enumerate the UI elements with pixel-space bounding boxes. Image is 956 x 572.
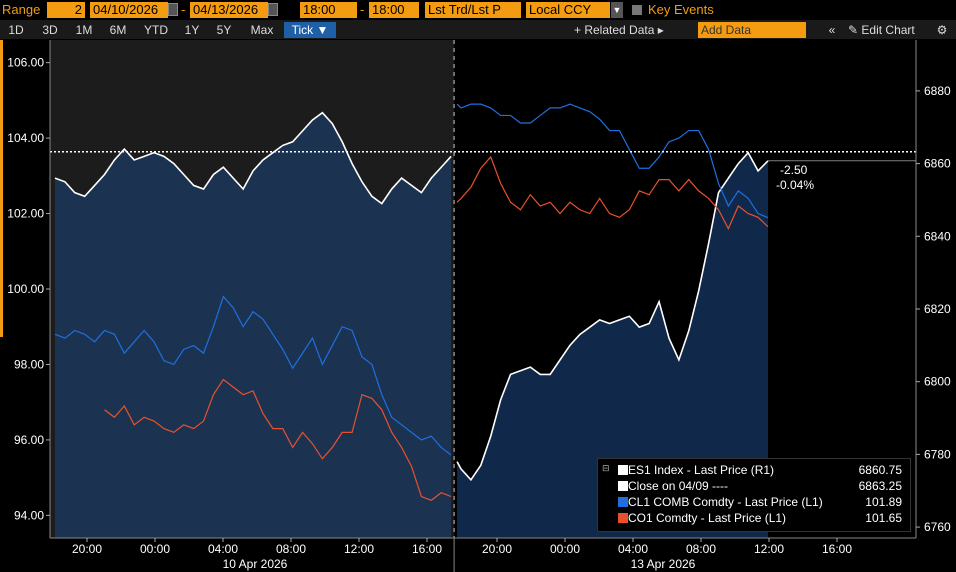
right-tick-label: 6880 xyxy=(924,84,951,98)
x-tick-label: 12:00 xyxy=(754,542,784,556)
track-tool-button[interactable]: ✛ Track xyxy=(337,40,399,57)
series-line-co1 xyxy=(104,378,452,501)
series-line-es1 xyxy=(456,151,769,482)
legend-value-cl1: 101.89 xyxy=(865,495,902,509)
legend-collapse-icon[interactable]: ⊟ xyxy=(602,463,610,473)
legend-label-es1: ES1 Index - Last Price (R1) xyxy=(628,463,775,477)
legend-row-cl1[interactable]: CL1 COMB Comdty - Last Price (L1) 101.89 xyxy=(606,494,906,510)
date-from-field[interactable]: 04/10/2026 xyxy=(90,2,168,18)
change-abs-label: -2.50 xyxy=(780,163,808,177)
legend-row-co1[interactable]: CO1 Comdty - Last Price (L1) 101.65 xyxy=(606,510,906,526)
chart-legend: ES1 Index - Last Price (R1) 6860.75 Clos… xyxy=(597,458,911,532)
legend-value-es1: 6860.75 xyxy=(858,463,902,477)
date-to-field[interactable]: 04/13/2026 xyxy=(190,2,268,18)
zoom-label: Zoom xyxy=(558,41,589,55)
legend-label-co1: CO1 Comdty - Last Price (L1) xyxy=(628,511,787,525)
legend-row-close[interactable]: Close on 04/09 ---- 6863.25 xyxy=(606,478,906,494)
date-separator: - xyxy=(181,2,186,17)
legend-value-co1: 101.65 xyxy=(865,511,902,525)
right-tick-label: 6820 xyxy=(924,302,951,316)
x-tick-label: 16:00 xyxy=(412,542,442,556)
left-tick-label: 106.00 xyxy=(7,56,44,70)
x-tick-label: 20:00 xyxy=(72,542,102,556)
left-axis-indicator xyxy=(0,40,3,337)
add-data-input[interactable]: Add Data xyxy=(698,22,806,38)
track-label: Track xyxy=(354,41,384,55)
period-button-1d[interactable]: 1D xyxy=(8,23,24,37)
period-button-tick[interactable]: Tick ▼ xyxy=(284,22,336,38)
period-tick-label: Tick xyxy=(291,23,314,37)
left-tick-label: 102.00 xyxy=(7,207,44,221)
right-tick-label: 6840 xyxy=(924,229,951,243)
x-date-label: 13 Apr 2026 xyxy=(631,557,696,571)
key-events-checkbox[interactable] xyxy=(632,5,642,15)
right-tick-label: 6800 xyxy=(924,375,951,389)
series-line-cl1 xyxy=(456,103,769,219)
legend-swatch-cl1 xyxy=(618,497,628,507)
period-button-5y[interactable]: 5Y xyxy=(216,23,232,37)
series-line-co1 xyxy=(456,155,769,231)
left-tick-label: 100.00 xyxy=(7,282,44,296)
period-button-3d[interactable]: 3D xyxy=(42,23,58,37)
x-tick-label: 20:00 xyxy=(482,542,512,556)
legend-swatch-co1 xyxy=(618,513,628,523)
x-tick-label: 00:00 xyxy=(550,542,580,556)
annotate-tool-button[interactable]: ⟋ Annotate xyxy=(400,40,478,57)
legend-swatch-es1 xyxy=(618,465,628,475)
x-tick-label: 12:00 xyxy=(344,542,374,556)
right-tick-label: 6780 xyxy=(924,447,951,461)
time-from-field[interactable]: 18:00 xyxy=(300,2,357,18)
zoom-tool-button[interactable]: ⌕ Zoom xyxy=(544,40,608,57)
series-line-cl1 xyxy=(54,295,452,456)
legend-label-cl1: CL1 COMB Comdty - Last Price (L1) xyxy=(628,495,823,509)
left-tick-label: 96.00 xyxy=(14,433,44,447)
change-pct-label: -0.04% xyxy=(776,178,814,192)
period-toolbar: 1D 3D 1M 6M YTD 1Y 5Y Max Tick ▼ + Relat… xyxy=(0,20,956,39)
x-tick-label: 16:00 xyxy=(822,542,852,556)
es1-area-fill xyxy=(55,112,452,538)
x-tick-label: 08:00 xyxy=(686,542,716,556)
time-separator: - xyxy=(360,2,365,17)
right-tick-label: 6760 xyxy=(924,520,951,534)
collapse-icon[interactable]: « xyxy=(828,23,836,37)
price-mode-dropdown[interactable]: Lst Trd/Lst P xyxy=(425,2,521,18)
x-tick-label: 04:00 xyxy=(618,542,648,556)
period-button-ytd[interactable]: YTD xyxy=(144,23,168,37)
news-tool-button[interactable]: ▭ News xyxy=(479,40,543,57)
currency-dropdown[interactable]: Local CCY xyxy=(526,2,610,18)
right-tick-label: 6860 xyxy=(924,157,951,171)
related-data-label: + Related Data xyxy=(574,23,655,37)
range-value-field[interactable]: 2 xyxy=(47,2,85,18)
period-button-max[interactable]: Max xyxy=(250,23,274,37)
x-tick-label: 00:00 xyxy=(140,542,170,556)
gear-icon[interactable]: ⚙ xyxy=(936,23,948,37)
legend-row-es1[interactable]: ES1 Index - Last Price (R1) 6860.75 xyxy=(606,462,906,478)
annotate-label: Annotate xyxy=(415,41,464,55)
period-button-6m[interactable]: 6M xyxy=(109,23,127,37)
time-to-field[interactable]: 18:00 xyxy=(369,2,419,18)
range-label: Range xyxy=(2,2,41,17)
key-events-label: Key Events xyxy=(648,2,714,17)
chevron-down-icon[interactable]: ▼ xyxy=(611,2,623,18)
session-shade-day1 xyxy=(50,40,455,538)
legend-value-close: 6863.25 xyxy=(858,479,902,493)
top-toolbar: Range 2 04/10/2026 - 04/13/2026 18:00 - … xyxy=(0,0,956,20)
left-tick-label: 98.00 xyxy=(14,357,44,371)
edit-chart-label: Edit Chart xyxy=(861,23,915,37)
left-tick-label: 104.00 xyxy=(7,131,44,145)
calendar-icon[interactable] xyxy=(268,3,278,16)
related-data-button[interactable]: + Related Data ▸ xyxy=(574,23,664,37)
x-date-label: 10 Apr 2026 xyxy=(223,557,288,571)
period-button-1m[interactable]: 1M xyxy=(75,23,93,37)
series-line-es1 xyxy=(54,111,452,205)
legend-label-close: Close on 04/09 ---- xyxy=(628,479,729,493)
x-tick-label: 04:00 xyxy=(208,542,238,556)
calendar-icon[interactable] xyxy=(168,3,178,16)
legend-swatch-close xyxy=(618,481,628,491)
period-button-1y[interactable]: 1Y xyxy=(184,23,200,37)
edit-chart-button[interactable]: ✎ Edit Chart xyxy=(848,23,915,37)
x-tick-label: 08:00 xyxy=(276,542,306,556)
news-label: News xyxy=(497,41,528,55)
left-tick-label: 94.00 xyxy=(14,508,44,522)
